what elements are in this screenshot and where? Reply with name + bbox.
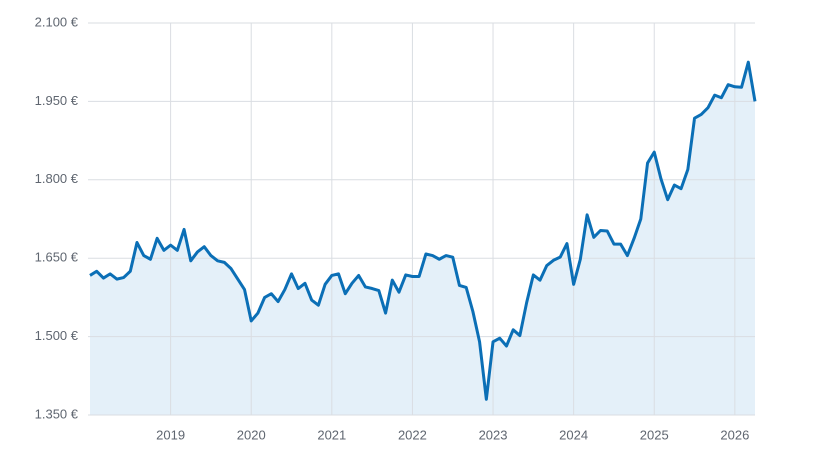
y-tick-label: 1.500 €	[35, 328, 79, 343]
y-tick-label: 1.650 €	[35, 250, 79, 265]
y-tick-label: 2.100 €	[35, 14, 79, 29]
price-line	[89, 60, 757, 401]
y-tick-label: 1.350 €	[35, 406, 79, 421]
x-tick-label: 2020	[237, 427, 266, 442]
grid	[88, 22, 755, 416]
area-fill	[90, 62, 755, 415]
y-tick-label: 1.800 €	[35, 171, 79, 186]
x-tick-label: 2025	[640, 427, 669, 442]
y-tick-label: 1.950 €	[35, 93, 79, 108]
x-tick-label: 2019	[156, 427, 185, 442]
x-tick-label: 2023	[479, 427, 508, 442]
x-tick-label: 2024	[559, 427, 588, 442]
x-tick-label: 2021	[317, 427, 346, 442]
x-tick-label: 2026	[720, 427, 749, 442]
x-tick-label: 2022	[398, 427, 427, 442]
